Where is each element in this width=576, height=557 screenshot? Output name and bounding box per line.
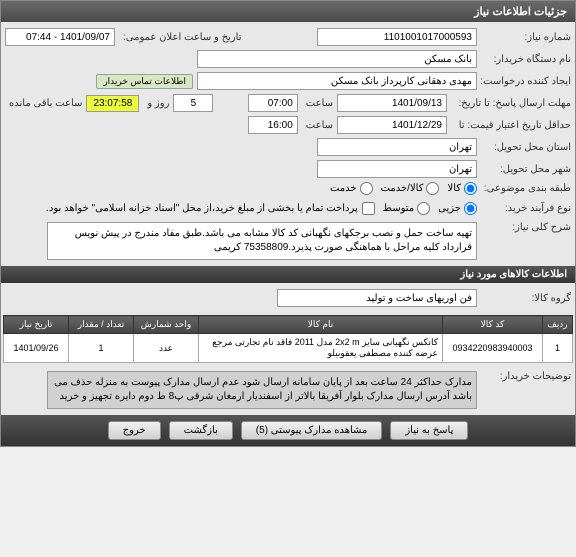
- announce-datetime-label: تاریخ و ساعت اعلان عمومی:: [119, 32, 242, 43]
- radio-partial-item[interactable]: جزیی: [438, 202, 477, 215]
- th-code: کد کالا: [443, 316, 543, 334]
- validity-label: حداقل تاریخ اعتبار قیمت: تا: [451, 120, 571, 131]
- table-header-row: ردیف کد کالا نام کالا واحد شمارش تعداد /…: [4, 316, 573, 334]
- creator-label: ایجاد کننده درخواست:: [481, 76, 571, 87]
- td-qty: 1: [69, 334, 134, 363]
- th-date: تاریخ نیاز: [4, 316, 69, 334]
- payment-checkbox[interactable]: [362, 202, 375, 215]
- goods-info-header: اطلاعات کالاهای مورد نیاز: [1, 266, 575, 283]
- radio-medium-item[interactable]: متوسط: [383, 202, 430, 215]
- title-bar: جزئیات اطلاعات نیاز: [1, 1, 575, 22]
- goods-area: گروه کالا:: [1, 283, 575, 313]
- window-title: جزئیات اطلاعات نیاز: [474, 6, 567, 18]
- device-name-label: نام دستگاه خریدار:: [481, 54, 571, 65]
- need-desc-box: تهیه ساخت حمل و نصب برجکهای نگهبانی کد ک…: [47, 222, 477, 260]
- td-code: 0934220983940003: [443, 334, 543, 363]
- radio-service-item[interactable]: کالا/خدمت: [381, 182, 440, 195]
- delivery-city-input[interactable]: [317, 160, 477, 178]
- delivery-city-label: شهر محل تحویل:: [481, 164, 571, 175]
- process-radio-group: جزیی متوسط: [383, 202, 477, 215]
- countdown-box: 23:07:58: [86, 95, 139, 112]
- radio-goods[interactable]: [464, 182, 477, 195]
- td-unit: عدد: [134, 334, 199, 363]
- th-unit: واحد شمارش: [134, 316, 199, 334]
- notes-label: توضیحات خریدار:: [481, 371, 571, 382]
- need-number-label: شماره نیاز:: [481, 32, 571, 43]
- radio-service-only-label: خدمت: [330, 183, 357, 194]
- announce-datetime-input[interactable]: [5, 28, 115, 46]
- radio-medium[interactable]: [417, 202, 430, 215]
- button-bar: پاسخ به نیاز مشاهده مدارک پیوستی (5) باز…: [1, 415, 575, 446]
- deadline-label: مهلت ارسال پاسخ: تا تاریخ:: [451, 98, 571, 109]
- need-number-input[interactable]: [317, 28, 477, 46]
- need-desc-label: شرح کلی نیاز:: [481, 222, 571, 233]
- form-area: شماره نیاز: تاریخ و ساعت اعلان عمومی: نا…: [1, 22, 575, 266]
- reply-button[interactable]: پاسخ به نیاز: [390, 421, 468, 440]
- goods-group-label: گروه کالا:: [481, 293, 571, 304]
- notes-box: مدارک حداکثر 24 ساعت بعد از پایان سامانه…: [47, 371, 477, 409]
- topic-radio-group: کالا کالا/خدمت خدمت: [330, 182, 477, 195]
- radio-service-label: کالا/خدمت: [381, 183, 424, 194]
- radio-partial[interactable]: [464, 202, 477, 215]
- radio-medium-label: متوسط: [383, 203, 414, 214]
- goods-group-input[interactable]: [277, 289, 477, 307]
- validity-date-input[interactable]: [337, 116, 447, 134]
- radio-service-only-item[interactable]: خدمت: [330, 182, 373, 195]
- notes-area: توضیحات خریدار: مدارک حداکثر 24 ساعت بعد…: [1, 365, 575, 415]
- td-row: 1: [543, 334, 573, 363]
- deadline-date-input[interactable]: [337, 94, 447, 112]
- table-row[interactable]: 1 0934220983940003 کانکس نگهبانی سایز 2x…: [4, 334, 573, 363]
- radio-partial-label: جزیی: [438, 203, 461, 214]
- buyer-contact-button[interactable]: اطلاعات تماس خریدار: [96, 74, 193, 89]
- deadline-time-input[interactable]: [248, 94, 298, 112]
- day-and-label: روز و: [143, 98, 169, 109]
- details-window: جزئیات اطلاعات نیاز شماره نیاز: تاریخ و …: [0, 0, 576, 447]
- radio-goods-label: کالا: [447, 183, 461, 194]
- days-remain-input: [173, 94, 213, 112]
- validity-time-input[interactable]: [248, 116, 298, 134]
- th-name: نام کالا: [199, 316, 443, 334]
- remain-label: ساعت باقی مانده: [5, 98, 82, 109]
- attach-button[interactable]: مشاهده مدارک پیوستی (5): [241, 421, 383, 440]
- device-name-input[interactable]: [197, 50, 477, 68]
- back-button[interactable]: بازگشت: [169, 421, 233, 440]
- delivery-state-label: استان محل تحویل:: [481, 142, 571, 153]
- goods-table: ردیف کد کالا نام کالا واحد شمارش تعداد /…: [3, 315, 573, 363]
- payment-checkbox-label: پرداخت تمام یا بخشی از مبلغ خرید،از محل …: [46, 203, 358, 214]
- topic-class-label: طبقه بندی موضوعی:: [481, 183, 571, 194]
- radio-service-only[interactable]: [360, 182, 373, 195]
- th-row: ردیف: [543, 316, 573, 334]
- td-date: 1401/09/26: [4, 334, 69, 363]
- time-label-2: ساعت: [302, 120, 333, 131]
- creator-input[interactable]: [197, 72, 477, 90]
- exit-button[interactable]: خروج: [108, 421, 161, 440]
- delivery-state-input[interactable]: [317, 138, 477, 156]
- goods-table-wrap: ردیف کد کالا نام کالا واحد شمارش تعداد /…: [1, 313, 575, 365]
- payment-checkbox-row: پرداخت تمام یا بخشی از مبلغ خرید،از محل …: [42, 199, 379, 218]
- radio-service[interactable]: [426, 182, 439, 195]
- purchase-process-label: نوع فرآیند خرید:: [481, 203, 571, 214]
- td-name: کانکس نگهبانی سایز 2x2 m مدل 2011 فاقد ن…: [199, 334, 443, 363]
- time-label-1: ساعت: [302, 98, 333, 109]
- th-qty: تعداد / مقدار: [69, 316, 134, 334]
- radio-goods-item[interactable]: کالا: [447, 182, 477, 195]
